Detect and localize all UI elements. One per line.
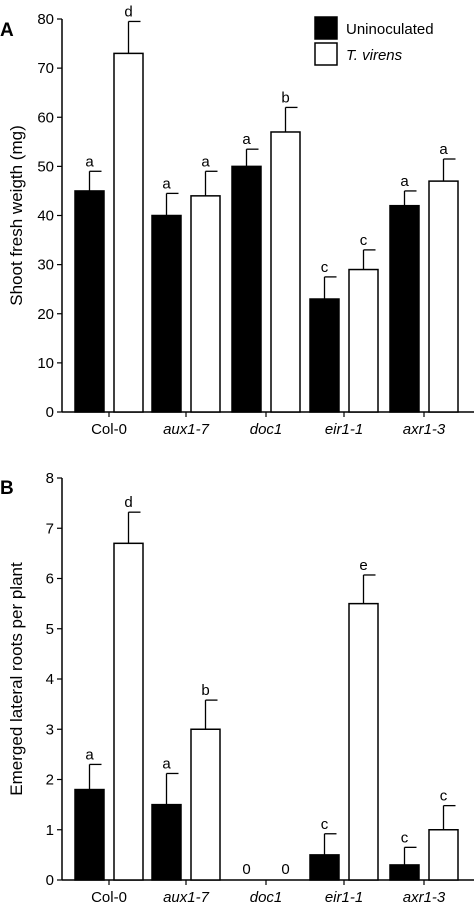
y-tick-label: 2: [46, 772, 54, 789]
x-tick-label: eir1-1: [325, 421, 363, 438]
y-tick-label: 40: [37, 208, 54, 225]
bar-t-virens: [348, 268, 379, 413]
significance-letter: c: [360, 232, 368, 249]
bar-uninoculated: [389, 204, 420, 413]
bar-uninoculated: [309, 854, 340, 881]
bar-uninoculated: [151, 803, 182, 881]
y-tick-label: 6: [46, 571, 54, 588]
significance-letter: a: [242, 131, 251, 148]
significance-letter: a: [162, 755, 171, 772]
panel-label: B: [0, 478, 14, 499]
legend-swatch: [314, 42, 338, 66]
x-tick-label: Col-0: [91, 889, 127, 903]
y-axis-label: Emerged lateral roots per plant: [7, 562, 26, 796]
legend-label: T. virens: [346, 47, 403, 64]
y-tick-label: 3: [46, 721, 54, 738]
significance-letter: a: [439, 141, 448, 158]
bar-uninoculated: [74, 190, 105, 413]
bar-t-virens: [270, 131, 301, 413]
y-tick-label: 0: [46, 872, 54, 889]
bar-t-virens: [190, 195, 221, 413]
legend-label: Uninoculated: [346, 21, 434, 38]
significance-letter: a: [85, 746, 94, 763]
significance-letter: 0: [242, 861, 250, 878]
significance-letter: a: [400, 173, 409, 190]
y-tick-label: 0: [46, 404, 54, 421]
y-tick-label: 1: [46, 822, 54, 839]
panel-label: A: [0, 20, 14, 41]
significance-letter: d: [124, 3, 132, 20]
significance-letter: b: [201, 682, 209, 699]
bar-uninoculated: [389, 864, 420, 881]
bar-t-virens: [428, 180, 459, 413]
bar-t-virens: [428, 829, 459, 881]
significance-letter: a: [162, 175, 171, 192]
bar-t-virens: [190, 728, 221, 881]
significance-letter: c: [440, 788, 448, 805]
y-tick-label: 60: [37, 109, 54, 126]
y-tick-label: 5: [46, 621, 54, 638]
bar-uninoculated: [151, 214, 182, 413]
significance-letter: a: [201, 153, 210, 170]
panel-b-chart: B Emerged lateral roots per plant 0 1 2 3 4 5 6 7…: [0, 470, 474, 903]
x-tick-label: eir1-1: [325, 889, 363, 903]
y-tick-label: 80: [37, 11, 54, 28]
legend-swatch: [314, 16, 338, 40]
x-tick-label: axr1-3: [403, 421, 446, 438]
bar-uninoculated: [231, 165, 262, 413]
bar-uninoculated: [309, 298, 340, 413]
legend: Uninoculated T. virens: [314, 16, 434, 66]
bar-t-virens: [113, 542, 144, 881]
significance-letter: e: [359, 557, 367, 574]
significance-letter: c: [321, 259, 329, 276]
bar-t-virens: [348, 602, 379, 881]
significance-letter: a: [85, 153, 94, 170]
bar-t-virens: [113, 52, 144, 413]
y-tick-label: 8: [46, 470, 54, 487]
y-tick-label: 7: [46, 520, 54, 537]
x-tick-label: axr1-3: [403, 889, 446, 903]
y-axis-label: Shoot fresh weigth (mg): [7, 125, 26, 305]
significance-letter: c: [401, 829, 409, 846]
significance-letter: 0: [281, 861, 289, 878]
y-tick-label: 30: [37, 257, 54, 274]
x-tick-label: aux1-7: [163, 421, 210, 438]
significance-letter: c: [321, 816, 329, 833]
panel-a-chart: A Shoot fresh weigth (mg) 0 10 20 30 40 50 60 70 8…: [0, 3, 474, 438]
bar-uninoculated: [74, 788, 105, 881]
y-tick-label: 4: [46, 671, 54, 688]
x-tick-label: doc1: [250, 889, 283, 903]
x-tick-label: Col-0: [91, 421, 127, 438]
y-tick-label: 10: [37, 355, 54, 372]
x-tick-label: doc1: [250, 421, 283, 438]
y-tick-label: 70: [37, 60, 54, 77]
significance-letter: d: [124, 494, 132, 511]
significance-letter: b: [281, 89, 289, 106]
x-tick-label: aux1-7: [163, 889, 210, 903]
y-tick-label: 50: [37, 158, 54, 175]
y-tick-label: 20: [37, 306, 54, 323]
